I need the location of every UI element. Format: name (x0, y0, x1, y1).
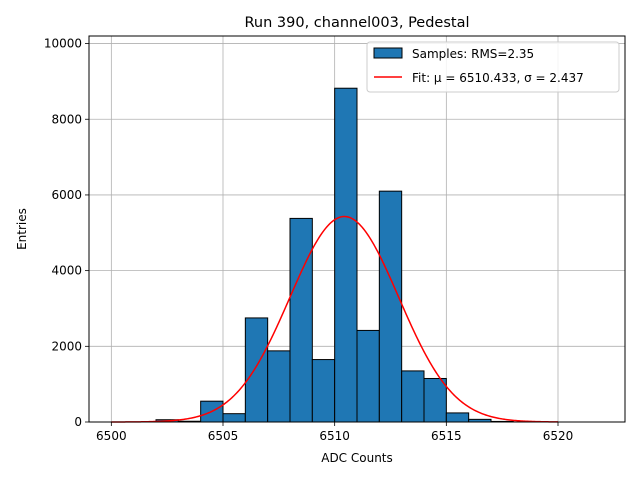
x-tick-label: 6520 (543, 429, 574, 443)
x-tick-label: 6515 (431, 429, 462, 443)
histogram-bar (334, 87, 358, 423)
legend-fit-label: Fit: μ = 6510.433, σ = 2.437 (412, 71, 584, 85)
legend: Samples: RMS=2.35 Fit: μ = 6510.433, σ =… (366, 41, 620, 93)
legend-box (366, 41, 620, 93)
y-axis-label: Entries (15, 208, 29, 250)
histogram-bar (445, 412, 470, 423)
y-tick-label: 2000 (51, 339, 82, 353)
histogram-bar (311, 359, 336, 423)
plot-frame (88, 35, 626, 423)
histogram-bar (356, 329, 380, 423)
x-tick-label: 6505 (208, 429, 239, 443)
histogram-bar (423, 377, 447, 423)
histogram-bar (289, 217, 313, 423)
y-tick-label: 8000 (51, 112, 82, 126)
histogram-bar (222, 413, 246, 423)
y-tick-label: 10000 (44, 37, 82, 51)
chart-title: Run 390, channel003, Pedestal (244, 15, 469, 31)
x-axis-ticks: 6500 6505 6510 6515 6520 (96, 422, 573, 443)
histogram-bar (267, 350, 291, 423)
legend-samples-label: Samples: RMS=2.35 (412, 47, 534, 61)
y-tick-label: 0 (74, 415, 82, 429)
legend-samples-swatch (373, 47, 403, 59)
histogram-bar (244, 317, 269, 423)
x-axis-label: ADC Counts (321, 451, 393, 465)
histogram-bar (401, 370, 425, 423)
x-tick-label: 6500 (96, 429, 127, 443)
y-axis-ticks: 0 2000 4000 6000 8000 10000 (44, 37, 89, 429)
histogram-bars (155, 87, 514, 423)
x-tick-label: 6510 (319, 429, 350, 443)
y-tick-label: 6000 (51, 188, 82, 202)
histogram-bar (378, 190, 403, 423)
y-tick-label: 4000 (51, 264, 82, 278)
fit-curve (111, 215, 559, 423)
